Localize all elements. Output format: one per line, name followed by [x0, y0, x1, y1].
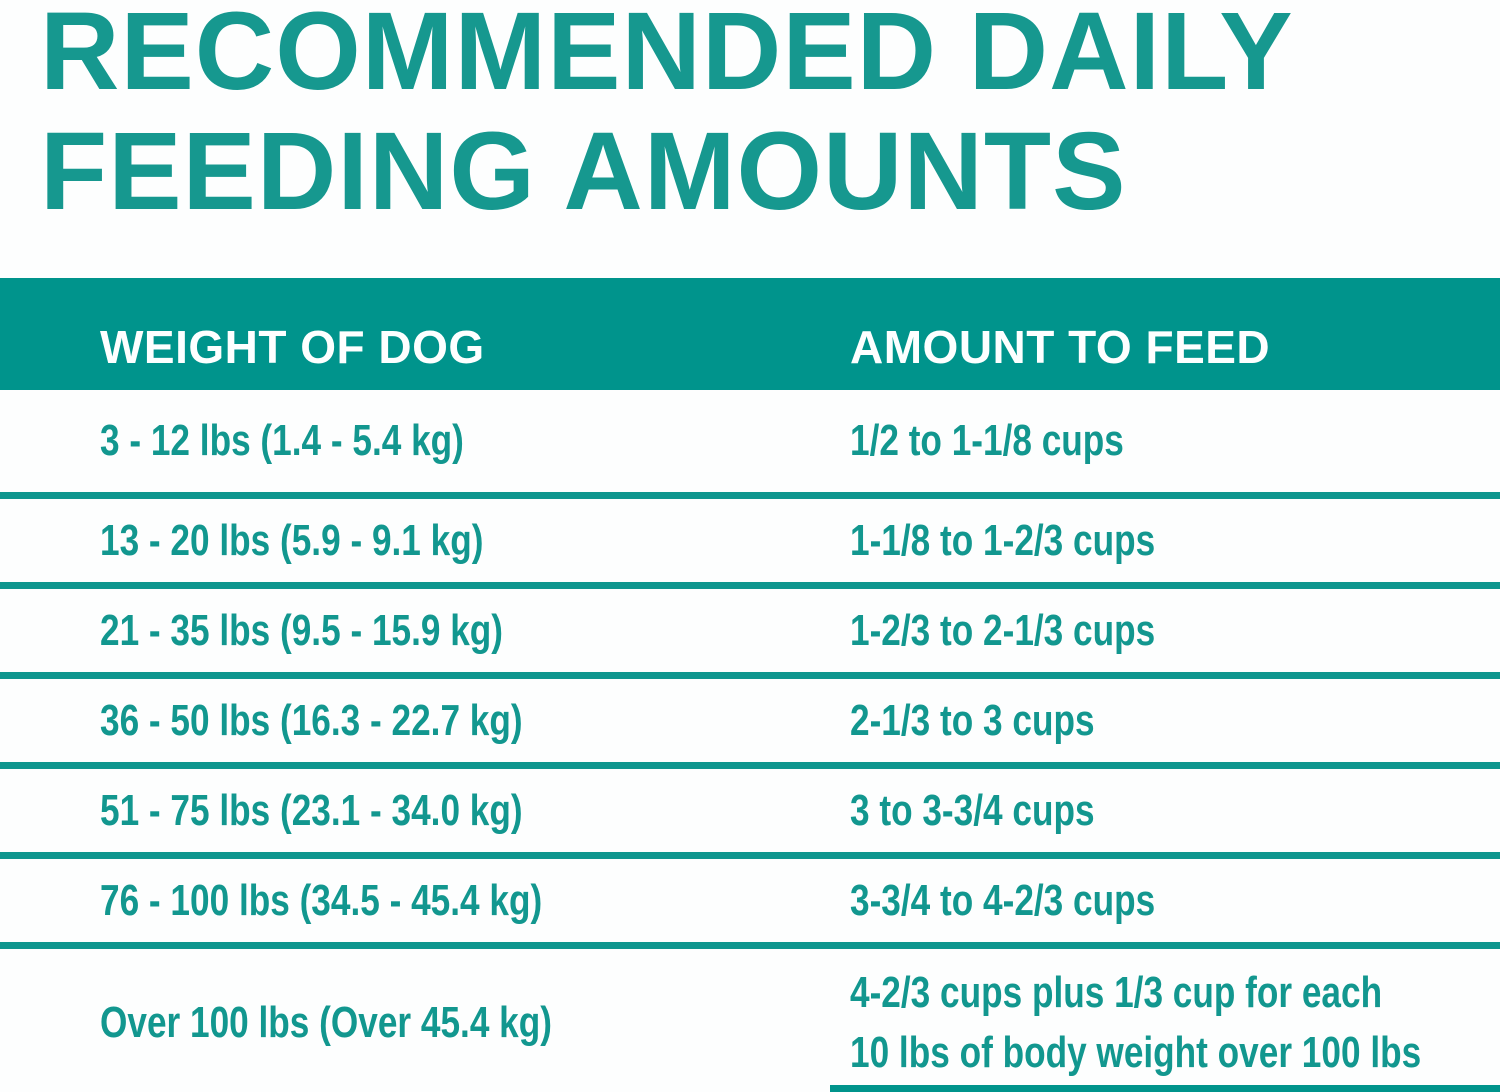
amount-to-feed-header-cell: AMOUNT TO FEED [850, 320, 1500, 374]
amount-value: 1/2 to 1-1/8 cups [850, 416, 1124, 465]
table-body: 3 - 12 lbs (1.4 - 5.4 kg) 1/2 to 1-1/8 c… [0, 390, 1500, 1092]
page-title: RECOMMENDED DAILY FEEDING AMOUNTS [40, 0, 1294, 232]
cropped-teal-bar [830, 1085, 1500, 1092]
weight-value: 21 - 35 lbs (9.5 - 15.9 kg) [100, 605, 504, 655]
table-row: 3 - 12 lbs (1.4 - 5.4 kg) 1/2 to 1-1/8 c… [0, 390, 1500, 492]
page-title-line-1: RECOMMENDED DAILY [40, 0, 1294, 113]
weight-of-dog-header-label: WEIGHT OF DOG [100, 321, 485, 373]
amount-cell: 1/2 to 1-1/8 cups [850, 411, 1500, 471]
amount-cell: 1-2/3 to 2-1/3 cups [850, 601, 1500, 661]
weight-cell: 76 - 100 lbs (34.5 - 45.4 kg) [0, 871, 850, 931]
table-row: 76 - 100 lbs (34.5 - 45.4 kg) 3-3/4 to 4… [0, 852, 1500, 942]
amount-value: 1-2/3 to 2-1/3 cups [850, 605, 1156, 655]
table-row: 21 - 35 lbs (9.5 - 15.9 kg) 1-2/3 to 2-1… [0, 582, 1500, 672]
weight-value: 3 - 12 lbs (1.4 - 5.4 kg) [100, 416, 464, 465]
feeding-amounts-table: WEIGHT OF DOG AMOUNT TO FEED 3 - 12 lbs … [0, 278, 1500, 1092]
weight-cell: 13 - 20 lbs (5.9 - 9.1 kg) [0, 511, 850, 571]
amount-cell: 4-2/3 cups plus 1/3 cup for each 10 lbs o… [850, 963, 1500, 1083]
amount-value: 4-2/3 cups plus 1/3 cup for each 10 lbs o… [850, 967, 1422, 1077]
amount-to-feed-header-label: AMOUNT TO FEED [850, 321, 1271, 373]
table-row: 13 - 20 lbs (5.9 - 9.1 kg) 1-1/8 to 1-2/… [0, 492, 1500, 582]
amount-value: 3 to 3-3/4 cups [850, 785, 1095, 835]
weight-cell: 51 - 75 lbs (23.1 - 34.0 kg) [0, 781, 850, 841]
amount-value: 3-3/4 to 4-2/3 cups [850, 875, 1156, 925]
page-title-line-2: FEEDING AMOUNTS [40, 110, 1127, 233]
amount-cell: 3 to 3-3/4 cups [850, 781, 1500, 841]
table-row: Over 100 lbs (Over 45.4 kg) 4-2/3 cups p… [0, 942, 1500, 1092]
amount-cell: 1-1/8 to 1-2/3 cups [850, 511, 1500, 571]
weight-value: Over 100 lbs (Over 45.4 kg) [100, 997, 552, 1047]
amount-cell: 2-1/3 to 3 cups [850, 691, 1500, 751]
weight-cell: Over 100 lbs (Over 45.4 kg) [0, 993, 850, 1053]
amount-value: 1-1/8 to 1-2/3 cups [850, 515, 1156, 565]
weight-of-dog-header-cell: WEIGHT OF DOG [0, 320, 850, 374]
amount-value: 2-1/3 to 3 cups [850, 695, 1095, 745]
weight-value: 13 - 20 lbs (5.9 - 9.1 kg) [100, 515, 484, 565]
amount-cell: 3-3/4 to 4-2/3 cups [850, 871, 1500, 931]
table-header-row: WEIGHT OF DOG AMOUNT TO FEED [0, 278, 1500, 390]
table-row: 36 - 50 lbs (16.3 - 22.7 kg) 2-1/3 to 3 … [0, 672, 1500, 762]
weight-value: 76 - 100 lbs (34.5 - 45.4 kg) [100, 875, 543, 925]
weight-cell: 36 - 50 lbs (16.3 - 22.7 kg) [0, 691, 850, 751]
weight-value: 51 - 75 lbs (23.1 - 34.0 kg) [100, 785, 523, 835]
weight-cell: 21 - 35 lbs (9.5 - 15.9 kg) [0, 601, 850, 661]
table-row: 51 - 75 lbs (23.1 - 34.0 kg) 3 to 3-3/4 … [0, 762, 1500, 852]
weight-cell: 3 - 12 lbs (1.4 - 5.4 kg) [0, 411, 850, 471]
weight-value: 36 - 50 lbs (16.3 - 22.7 kg) [100, 695, 523, 745]
